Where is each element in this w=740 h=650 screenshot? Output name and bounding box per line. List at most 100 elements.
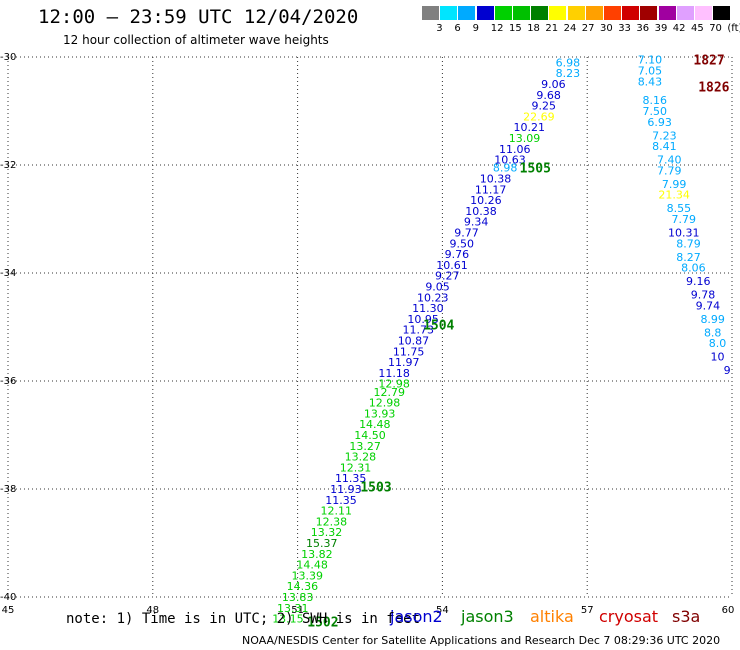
wave-height-value: 9.05 (425, 281, 450, 294)
pass-number-label: 1826 (698, 81, 729, 96)
wave-height-value: 8.16 (643, 94, 668, 107)
wave-height-value: 6.93 (647, 116, 672, 129)
wave-height-value: 9.76 (445, 248, 470, 261)
lat-tick-label: -34 (0, 268, 16, 279)
page-title: 12:00 – 23:59 UTC 12/04/2020 (38, 6, 359, 28)
colorbar-label: 21 (545, 23, 559, 34)
wave-height-value: 9.77 (454, 227, 479, 240)
colorbar-swatch (676, 6, 694, 20)
lat-tick-label: -38 (0, 484, 16, 495)
wave-height-value: 11.35 (325, 494, 357, 507)
colorbar-label: 70 (709, 23, 722, 34)
wave-height-value: 7.99 (662, 178, 687, 191)
wave-height-value: 14.48 (296, 559, 328, 572)
colorbar-swatch (549, 6, 567, 20)
wave-height-value: 9 (724, 364, 731, 377)
wave-height-value: 9.68 (536, 89, 561, 102)
wave-height-value: 10.63 (494, 154, 526, 167)
wave-height-value: 7.79 (657, 164, 682, 177)
lat-tick-label: -40 (0, 592, 16, 603)
colorbar-label: 9 (472, 23, 479, 34)
wave-height-value: 15.37 (306, 537, 338, 550)
wave-height-value: 11.18 (378, 367, 410, 380)
lon-tick-label: 57 (581, 605, 594, 616)
wave-height-value: 13.15 (272, 613, 304, 626)
colorbar-label: 33 (618, 23, 631, 34)
lon-tick-label: 51 (291, 605, 304, 616)
wave-height-value: 10.38 (465, 205, 497, 218)
wave-height-value: 10.38 (480, 173, 512, 186)
wave-height-value: 7.79 (671, 213, 696, 226)
lat-tick-label: -30 (0, 52, 16, 63)
colorbar-label: 30 (600, 23, 613, 34)
lon-tick-label: 48 (146, 605, 159, 616)
wave-height-value: 11.06 (499, 143, 531, 156)
wave-height-value: 9.34 (464, 216, 489, 229)
wave-height-value: 12.31 (340, 461, 372, 474)
wave-height-value: 9.27 (435, 270, 460, 283)
wave-height-value: 8.8 (704, 326, 722, 339)
wave-height-value: 11.75 (393, 345, 425, 358)
wave-height-value: 11.35 (335, 472, 367, 485)
wave-height-value: 7.10 (638, 54, 663, 67)
pass-number-label: 1504 (423, 318, 454, 333)
legend-item-altika: altika (530, 607, 574, 626)
colorbar-swatch (567, 6, 585, 20)
wave-height-value: 13.28 (345, 451, 377, 464)
colorbar-label: 27 (581, 23, 595, 34)
wave-height-value: 12.98 (378, 378, 410, 391)
footer-credit: NOAA/NESDIS Center for Satellite Applica… (242, 634, 721, 647)
wave-height-value: 11.93 (330, 483, 362, 496)
wave-height-value: 14.50 (354, 429, 386, 442)
page-subtitle: 12 hour collection of altimeter wave hei… (63, 33, 329, 47)
wave-height-value: 12.38 (316, 515, 348, 528)
colorbar-label: 3 (436, 23, 443, 34)
wave-height-value: 11.73 (403, 324, 435, 337)
colorbar-label: 18 (527, 23, 540, 34)
wave-height-value: 13.93 (364, 407, 396, 420)
lon-tick-label: 45 (2, 605, 15, 616)
colorbar-swatch (658, 6, 676, 20)
pass-number-label: 1503 (360, 480, 391, 495)
lon-tick-label: 54 (436, 605, 449, 616)
colorbar-swatch (713, 6, 731, 20)
wave-height-value: 12.79 (374, 386, 406, 399)
wave-height-value: 10.26 (470, 194, 502, 207)
lat-tick-label: -32 (0, 160, 16, 171)
legend-item-jason2: jason2 (390, 607, 443, 626)
colorbar-swatch (622, 6, 640, 20)
legend-item-cryosat: cryosat (599, 607, 659, 626)
wave-height-value: 14.36 (287, 580, 319, 593)
wave-height-value: 8.23 (556, 67, 581, 80)
wave-height-value: 10.31 (668, 227, 700, 240)
pass-number-label: 1827 (693, 54, 724, 69)
wave-height-value: 9.16 (686, 275, 711, 288)
colorbar-swatch (494, 6, 512, 20)
colorbar-swatch (513, 6, 530, 20)
wave-height-value: 12.11 (320, 505, 352, 518)
wave-height-value: 11.30 (412, 302, 444, 315)
wave-height-value: 8.43 (638, 75, 663, 88)
wave-height-value: 8.06 (681, 262, 706, 275)
wave-height-value: 11.17 (475, 183, 507, 196)
wave-height-value: 13.39 (292, 569, 324, 582)
colorbar-swatch (585, 6, 603, 20)
wave-height-value: 10.21 (514, 121, 546, 134)
wave-height-value: 21.34 (658, 189, 690, 202)
colorbar-label: 15 (509, 23, 522, 34)
wave-height-value: 8.79 (676, 237, 701, 250)
wave-height-value: 11.97 (388, 356, 420, 369)
footer-note: note: 1) Time is in UTC; 2) SWH is in fe… (66, 611, 421, 627)
colorbar-label: 39 (654, 23, 668, 34)
wave-height-value: 13.09 (509, 132, 541, 145)
wave-height-value: 14.48 (359, 418, 391, 431)
colorbar-label: 45 (691, 23, 704, 34)
wave-height-value: 7.50 (643, 105, 668, 118)
legend-item-jason3: jason3 (461, 607, 514, 626)
colorbar-label: 6 (454, 23, 461, 34)
colorbar-swatch (458, 6, 476, 20)
wave-height-value: 8.0 (709, 337, 727, 350)
colorbar-swatch (695, 6, 712, 20)
wave-height-value: 7.23 (652, 129, 677, 142)
colorbar-swatch (531, 6, 549, 20)
